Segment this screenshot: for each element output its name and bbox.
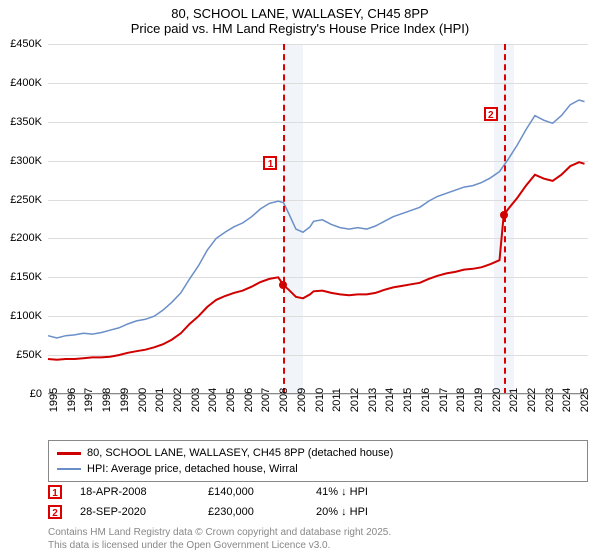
x-tick-label: 2018 (455, 388, 467, 412)
annotation-marker-2: 2 (48, 505, 62, 519)
x-tick-label: 1998 (101, 388, 113, 412)
x-tick-label: 2007 (260, 388, 272, 412)
x-tick-label: 2012 (349, 388, 361, 412)
legend-label-hpi: HPI: Average price, detached house, Wirr… (87, 463, 298, 475)
y-tick-label: £450K (10, 38, 42, 50)
annotation-table: 1 18-APR-2008 £140,000 41% ↓ HPI 2 28-SE… (48, 482, 588, 522)
legend-swatch-hpi (57, 468, 81, 470)
annotation-row-1: 1 18-APR-2008 £140,000 41% ↓ HPI (48, 482, 588, 502)
annotation-date-1: 18-APR-2008 (80, 486, 190, 498)
chart-title: 80, SCHOOL LANE, WALLASEY, CH45 8PP Pric… (0, 0, 600, 40)
x-tick-label: 2005 (225, 388, 237, 412)
annotation-marker-1: 1 (48, 485, 62, 499)
y-tick-label: £400K (10, 77, 42, 89)
annotation-price-1: £140,000 (208, 486, 298, 498)
x-tick-label: 2017 (438, 388, 450, 412)
x-tick-label: 2019 (473, 388, 485, 412)
y-tick-label: £150K (10, 271, 42, 283)
annotation-delta-2: 20% ↓ HPI (316, 506, 436, 518)
x-tick-label: 2016 (420, 388, 432, 412)
y-tick-label: £250K (10, 194, 42, 206)
legend-label-paid: 80, SCHOOL LANE, WALLASEY, CH45 8PP (det… (87, 447, 393, 459)
x-tick-label: 2006 (243, 388, 255, 412)
x-tick-label: 2020 (491, 388, 503, 412)
x-tick-label: 2010 (314, 388, 326, 412)
y-tick-label: £100K (10, 310, 42, 322)
y-tick-label: £0 (30, 388, 42, 400)
footer-line2: This data is licensed under the Open Gov… (48, 539, 391, 552)
x-tick-label: 2008 (278, 388, 290, 412)
legend-item-hpi: HPI: Average price, detached house, Wirr… (57, 461, 579, 477)
x-tick-label: 1997 (83, 388, 95, 412)
chart-plot-area: 12 £0£50K£100K£150K£200K£250K£300K£350K£… (48, 44, 588, 394)
price-dot-2 (500, 211, 508, 219)
annotation-row-2: 2 28-SEP-2020 £230,000 20% ↓ HPI (48, 502, 588, 522)
title-line1: 80, SCHOOL LANE, WALLASEY, CH45 8PP (0, 6, 600, 21)
y-tick-label: £50K (16, 349, 42, 361)
x-tick-label: 2011 (331, 388, 343, 412)
y-tick-label: £200K (10, 232, 42, 244)
annotation-price-2: £230,000 (208, 506, 298, 518)
legend-item-paid: 80, SCHOOL LANE, WALLASEY, CH45 8PP (det… (57, 445, 579, 461)
annotation-date-2: 28-SEP-2020 (80, 506, 190, 518)
annotation-delta-1: 41% ↓ HPI (316, 486, 436, 498)
legend-box: 80, SCHOOL LANE, WALLASEY, CH45 8PP (det… (48, 440, 588, 482)
x-tick-label: 2023 (544, 388, 556, 412)
footer-line1: Contains HM Land Registry data © Crown c… (48, 526, 391, 539)
title-line2: Price paid vs. HM Land Registry's House … (0, 21, 600, 36)
chart-marker-2: 2 (484, 107, 498, 121)
x-tick-label: 2004 (207, 388, 219, 412)
price-dot-1 (279, 281, 287, 289)
x-tick-label: 1996 (66, 388, 78, 412)
x-tick-label: 2024 (561, 388, 573, 412)
x-tick-label: 2002 (172, 388, 184, 412)
x-tick-label: 1999 (119, 388, 131, 412)
x-tick-label: 2015 (402, 388, 414, 412)
x-tick-label: 2001 (154, 388, 166, 412)
x-tick-label: 2025 (579, 388, 591, 412)
y-tick-label: £350K (10, 116, 42, 128)
legend-swatch-paid (57, 452, 81, 455)
x-tick-label: 2003 (190, 388, 202, 412)
line-chart-svg (48, 44, 588, 394)
x-tick-label: 2014 (384, 388, 396, 412)
y-tick-label: £300K (10, 155, 42, 167)
chart-marker-1: 1 (263, 156, 277, 170)
x-tick-label: 2022 (526, 388, 538, 412)
x-tick-label: 2009 (296, 388, 308, 412)
x-tick-label: 2013 (367, 388, 379, 412)
x-tick-label: 2000 (137, 388, 149, 412)
x-tick-label: 1995 (48, 388, 60, 412)
x-tick-label: 2021 (508, 388, 520, 412)
footer-attribution: Contains HM Land Registry data © Crown c… (48, 526, 391, 552)
